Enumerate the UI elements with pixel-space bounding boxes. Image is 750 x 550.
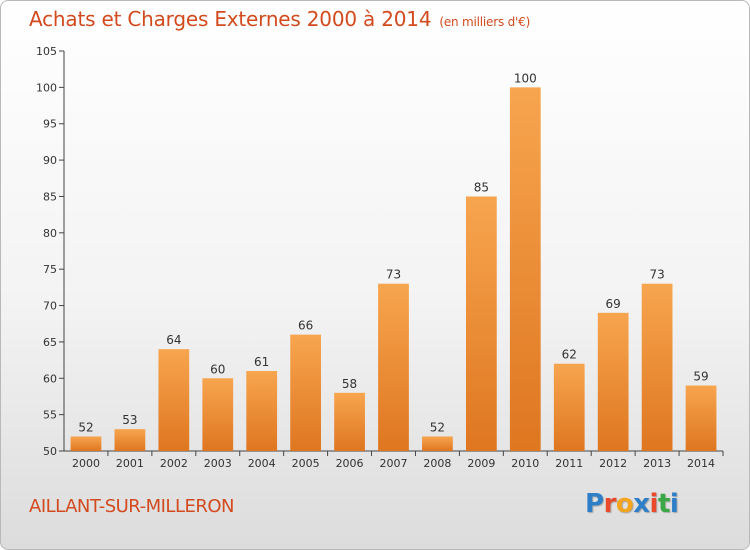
data-label-2013: 73 [649, 268, 664, 282]
data-label-2012: 69 [606, 297, 621, 311]
bar-2005 [290, 334, 322, 451]
data-label-2008: 52 [430, 420, 445, 434]
x-tick-label-2014: 2014 [687, 457, 715, 470]
data-label-2006: 58 [342, 377, 357, 391]
data-label-2004: 61 [254, 355, 269, 369]
data-label-2011: 62 [562, 348, 577, 362]
bar-2014 [685, 385, 717, 451]
x-tick-label-2003: 2003 [204, 457, 232, 470]
x-tick-label-2012: 2012 [599, 457, 627, 470]
data-label-2005: 66 [298, 319, 313, 333]
commune-name: AILLANT-SUR-MILLERON [29, 496, 235, 517]
y-tick-label: 85 [43, 190, 57, 203]
x-tick-label-2004: 2004 [248, 457, 276, 470]
y-tick-label: 70 [43, 300, 57, 313]
data-label-2001: 53 [122, 413, 137, 427]
chart-title-text: Achats et Charges Externes 2000 à 2014 [29, 7, 432, 31]
x-tick-label-2000: 2000 [72, 457, 100, 470]
x-tick-label-2006: 2006 [336, 457, 364, 470]
data-label-2002: 64 [166, 333, 181, 347]
y-tick-label: 80 [43, 227, 57, 240]
y-tick-label: 75 [43, 263, 57, 276]
y-tick-label: 65 [43, 336, 57, 349]
data-label-2003: 60 [210, 362, 225, 376]
bar-2000 [70, 436, 102, 451]
y-tick-label: 90 [43, 154, 57, 167]
data-label-2009: 85 [474, 180, 489, 194]
bar-2010 [509, 87, 541, 451]
data-label-2007: 73 [386, 268, 401, 282]
x-tick-label-2013: 2013 [643, 457, 671, 470]
y-tick-label: 100 [36, 81, 57, 94]
chart-title: Achats et Charges Externes 2000 à 2014 (e… [29, 7, 530, 31]
proxiti-logo: Proxiti [585, 489, 679, 519]
x-tick-label-2009: 2009 [467, 457, 495, 470]
bar-2003 [202, 378, 234, 451]
logo-letter: r [603, 489, 617, 519]
y-tick-label: 60 [43, 372, 57, 385]
bar-2013 [641, 283, 673, 451]
bars-group: 52 53 64 60 61 66 58 73 52 85 100 62 69 73 59 [70, 71, 717, 451]
data-label-2010: 100 [514, 71, 537, 85]
x-tick-label-2010: 2010 [511, 457, 539, 470]
data-label-2000: 52 [78, 420, 93, 434]
y-tick-label: 95 [43, 118, 57, 131]
y-tick-label: 105 [36, 45, 57, 58]
bar-2002 [158, 349, 190, 451]
logo-letter: i [649, 489, 659, 519]
logo-letter: t [657, 489, 670, 519]
data-label-2014: 59 [693, 370, 708, 384]
x-tick-label-2011: 2011 [555, 457, 583, 470]
x-tick-label-2007: 2007 [380, 457, 408, 470]
x-axis: 2000 2001 2002 2003 2004 2005 2006 2007 2008 2009… [64, 450, 724, 470]
chart-unit: (en milliers d'€) [439, 15, 531, 29]
x-tick-label-2002: 2002 [160, 457, 188, 470]
bar-2011 [553, 363, 585, 451]
y-axis: 50 55 60 65 70 75 80 85 90 95 100 105 [36, 45, 65, 458]
logo-letter: o [615, 489, 634, 519]
y-tick-label: 55 [43, 409, 57, 422]
logo-letter: P [585, 489, 604, 519]
x-tick-label-2008: 2008 [423, 457, 451, 470]
bar-2007 [378, 283, 409, 451]
bar-2008 [422, 436, 453, 451]
x-tick-label-2005: 2005 [292, 457, 320, 470]
bar-2012 [597, 312, 629, 451]
bar-2001 [114, 429, 146, 451]
bar-2006 [334, 392, 365, 451]
bar-2004 [246, 371, 278, 451]
y-tick-label: 50 [43, 445, 57, 458]
logo-letter: i [669, 489, 679, 519]
logo-letter: x [633, 489, 650, 519]
x-tick-label-2001: 2001 [116, 457, 144, 470]
bar-2009 [465, 196, 497, 451]
